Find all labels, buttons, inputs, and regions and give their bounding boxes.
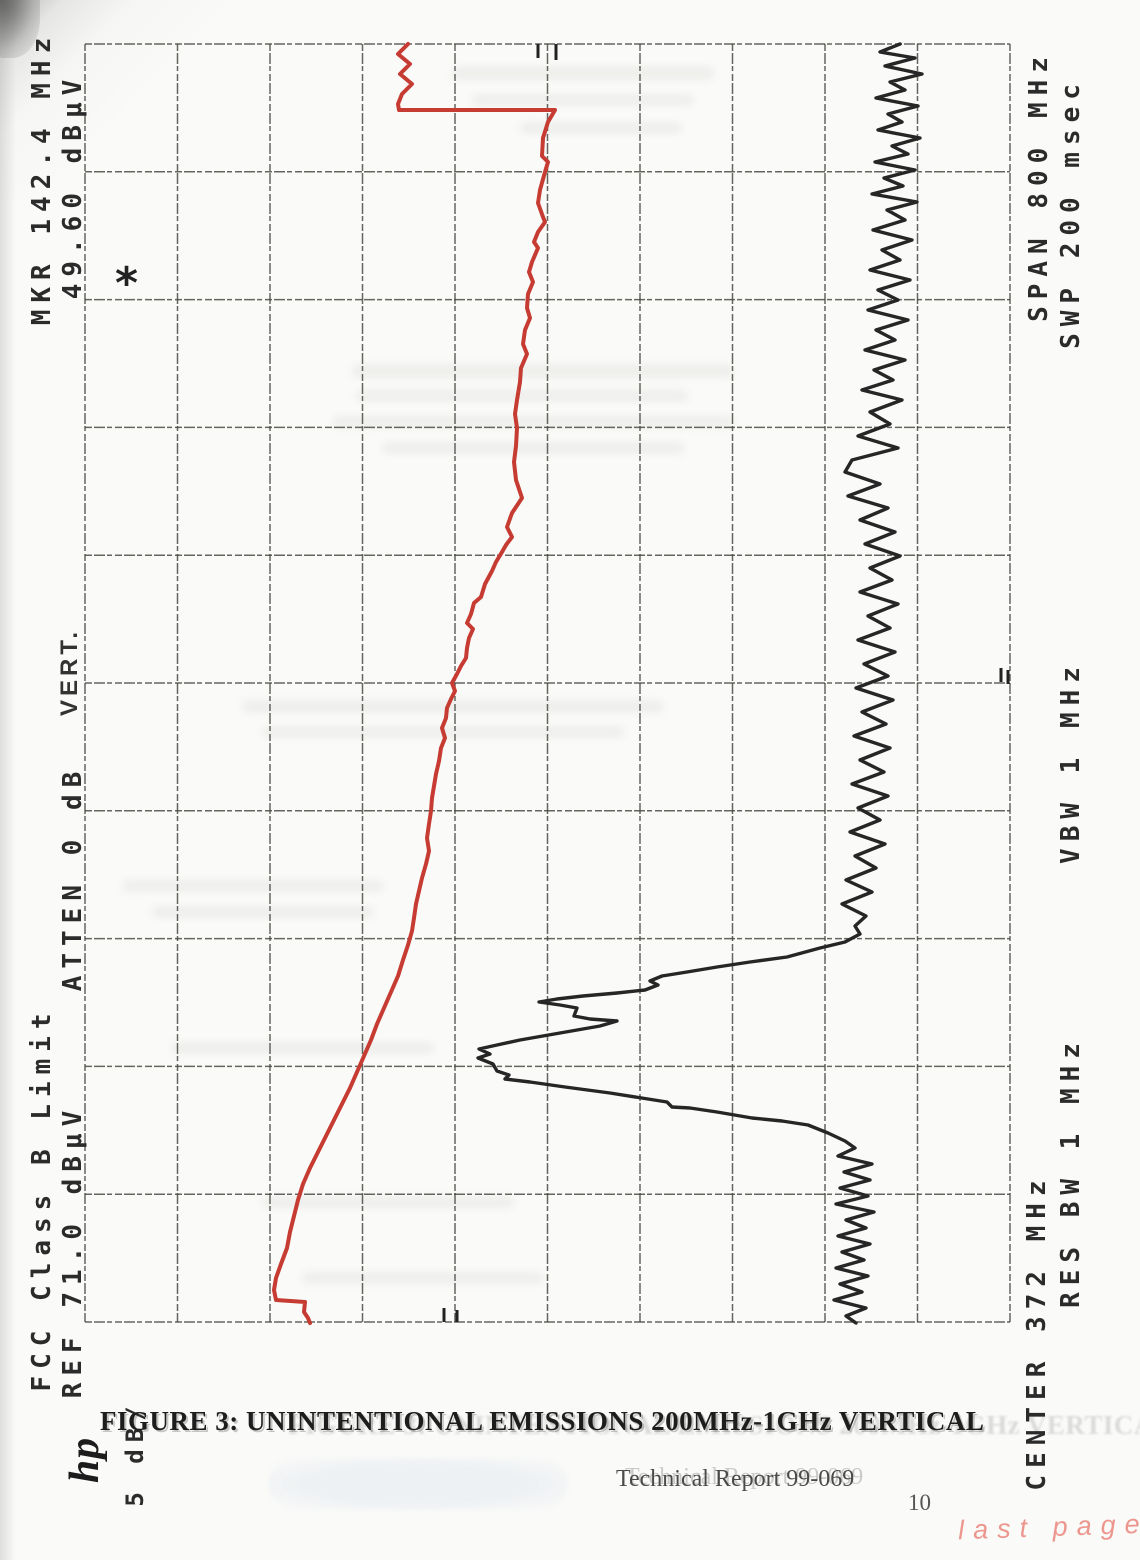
scanner-shadow [0, 0, 260, 200]
sweep-time-label: SWP 200 msec [1056, 77, 1086, 349]
center-freq-label: CENTER 372 MHz [1022, 1173, 1052, 1491]
handwritten-last-page-note: last page [957, 1508, 1140, 1546]
reference-level-label: REF 71.0 dBμV [58, 1103, 88, 1399]
video-bw-label: VBW 1 MHz [1056, 660, 1086, 864]
attenuation-label: ATTEN 0 dB [58, 764, 88, 992]
whiteout-smudge [268, 1458, 568, 1510]
res-bw-label: RES BW 1 MHz [1056, 1036, 1086, 1308]
span-label: SPAN 800 MHz [1024, 50, 1054, 322]
report-title: Technical Report 99-069 [616, 1466, 855, 1492]
limit-line-label: FCC Class B Limit [27, 1006, 57, 1392]
handwritten-vertical-note: VERT. [56, 627, 83, 717]
figure-caption: FIGURE 3: UNINTENTIONAL EMISSIONS 200MHz… [100, 1406, 985, 1436]
marker-asterisk: * [115, 258, 139, 309]
limit-line-trace [272, 42, 557, 1325]
marker-readout-amp: 49.60 dBμV [58, 72, 88, 300]
page-number: 10 [908, 1490, 931, 1515]
hp-logo: hp [62, 1436, 108, 1484]
emissions-trace [476, 42, 924, 1325]
figure-caption-ghost: FIGURE 3: UNINTENTIONAL EMISSIONS 200MHz… [288, 1410, 1140, 1440]
marker-readout-freq: MKR 142.4 MHz [27, 30, 57, 326]
paper-edge-shading [0, 0, 16, 1560]
